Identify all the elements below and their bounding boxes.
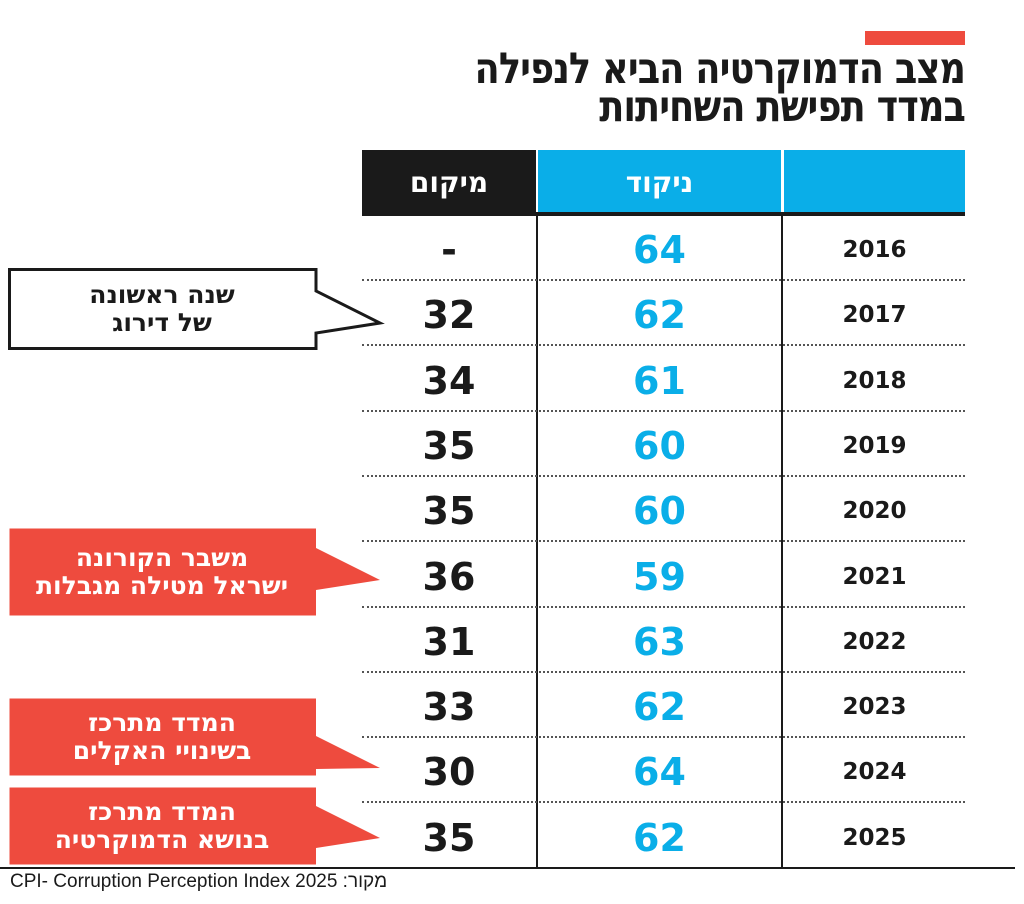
header-score: ניקוד: [538, 150, 781, 214]
table-row: 32 62 2017: [362, 281, 965, 347]
title-line-1: מצב הדמוקרטיה הביא לנפילה: [474, 44, 966, 94]
year-cell: 2023: [842, 694, 907, 721]
annotation-callout: משבר הקורונה ישראל מטילה מגבלות: [8, 527, 380, 617]
callout-line-1: משבר הקורונה: [75, 543, 249, 572]
rank-cell: -: [441, 228, 457, 272]
bottom-rule: [0, 867, 1015, 869]
score-cell: 63: [633, 619, 686, 664]
row-separator: [362, 605, 965, 608]
annotation-callout: המדד מתרכז בנושא הדמוקרטיה: [8, 786, 380, 866]
page-title: מצב הדמוקרטיה הביא לנפילה במדד תפישת השח…: [300, 44, 966, 132]
rank-cell: 30: [422, 750, 476, 795]
year-cell: 2022: [842, 628, 907, 655]
score-cell: 61: [633, 358, 686, 403]
table-row: 36 59 2021: [362, 543, 965, 608]
score-cell: 60: [633, 423, 686, 468]
table-row: 35 62 2025: [362, 804, 965, 869]
rank-cell: 34: [422, 358, 476, 403]
table-row: 30 64 2024: [362, 738, 965, 804]
rank-cell: 32: [422, 293, 476, 338]
year-cell: 2021: [842, 563, 907, 590]
callout-line-2: של דירוג: [112, 308, 212, 337]
callout-line-1: המדד מתרכז: [88, 708, 236, 737]
rank-cell: 36: [422, 554, 476, 599]
score-cell: 64: [633, 750, 686, 795]
year-cell: 2024: [842, 759, 907, 786]
row-separator: [362, 409, 965, 412]
callout-shape: [9, 528, 380, 616]
callout-line-1: שנה ראשונה: [89, 280, 235, 309]
table-row: 34 61 2018: [362, 347, 965, 412]
header-rank: מיקום: [362, 150, 536, 214]
score-cell: 62: [633, 815, 686, 860]
header-year: [784, 150, 965, 214]
callout-line-1: המדד מתרכז: [88, 797, 236, 826]
annotation-callout: שנה ראשונה של דירוג: [8, 268, 385, 350]
year-cell: 2025: [842, 824, 907, 851]
rank-cell: 33: [422, 685, 476, 730]
accent-bar: [865, 31, 965, 45]
callout-line-2: בנושא הדמוקרטיה: [54, 825, 270, 854]
callout-line-2: ישראל מטילה מגבלות: [35, 571, 289, 600]
row-separator: [362, 670, 965, 673]
row-separator: [362, 540, 965, 543]
rank-cell: 35: [422, 815, 476, 860]
rank-cell: 35: [422, 423, 476, 468]
row-separator: [362, 279, 965, 281]
callout-line-2: בשינויי האקלים: [72, 736, 252, 765]
row-separator: [362, 736, 965, 739]
table-row: - 64 2016: [362, 216, 965, 281]
year-cell: 2017: [842, 302, 907, 329]
year-cell: 2018: [842, 367, 907, 394]
table-row: 33 62 2023: [362, 673, 965, 739]
row-separator: [362, 344, 965, 347]
score-cell: 59: [633, 554, 686, 599]
table-row: 35 60 2019: [362, 412, 965, 477]
callout-shape: [9, 787, 380, 865]
row-separator: [362, 474, 965, 477]
header-divider: [362, 212, 965, 216]
score-cell: 62: [633, 685, 686, 730]
score-cell: 60: [633, 489, 686, 534]
year-cell: 2019: [842, 432, 907, 459]
score-cell: 62: [633, 293, 686, 338]
rank-cell: 35: [422, 489, 476, 534]
score-cell: 64: [633, 228, 686, 272]
table-row: 31 63 2022: [362, 608, 965, 673]
table-row: 35 60 2020: [362, 477, 965, 543]
annotation-callout: המדד מתרכז בשינויי האקלים: [8, 697, 380, 777]
callout-shape: [9, 698, 380, 776]
year-cell: 2020: [842, 498, 907, 525]
source-note: CPI- Corruption Perception Index 2025 :מ…: [10, 871, 388, 892]
rank-cell: 31: [422, 619, 476, 664]
year-cell: 2016: [842, 237, 907, 263]
title-line-2: במדד תפישת השחיתות: [599, 82, 966, 132]
row-separator: [362, 801, 965, 804]
callout-shape: [8, 268, 385, 350]
